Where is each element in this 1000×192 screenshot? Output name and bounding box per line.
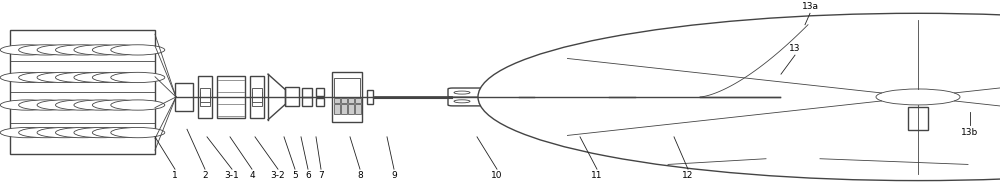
Circle shape — [454, 100, 470, 103]
Circle shape — [19, 45, 73, 55]
Circle shape — [74, 100, 128, 110]
Bar — [348, 98, 354, 103]
Circle shape — [111, 45, 165, 55]
Text: 12: 12 — [682, 171, 694, 180]
Bar — [367, 90, 373, 104]
Text: 9: 9 — [391, 171, 397, 180]
Text: 4: 4 — [249, 171, 255, 180]
Text: 8: 8 — [357, 171, 363, 180]
Bar — [316, 88, 324, 96]
Circle shape — [111, 100, 165, 110]
Circle shape — [74, 127, 128, 138]
Text: 3-2: 3-2 — [271, 171, 285, 180]
Text: 5: 5 — [292, 171, 298, 180]
Bar — [198, 76, 212, 118]
FancyBboxPatch shape — [448, 88, 523, 97]
Bar — [773, 54, 813, 59]
Circle shape — [92, 127, 146, 138]
Bar — [348, 104, 354, 114]
Circle shape — [0, 100, 54, 110]
Bar — [908, 107, 928, 130]
Circle shape — [0, 72, 54, 83]
Bar — [200, 92, 210, 106]
Circle shape — [56, 72, 110, 83]
Circle shape — [19, 100, 73, 110]
Circle shape — [56, 100, 110, 110]
Text: 3-1: 3-1 — [225, 171, 239, 180]
Circle shape — [478, 13, 1000, 181]
Bar — [250, 76, 264, 118]
Bar — [355, 104, 361, 114]
Bar — [778, 56, 808, 159]
Bar — [355, 98, 361, 103]
Bar — [200, 88, 210, 102]
FancyBboxPatch shape — [448, 97, 523, 106]
Bar — [316, 98, 324, 106]
Bar — [175, 83, 193, 111]
Circle shape — [501, 91, 517, 94]
Bar — [217, 76, 245, 118]
Circle shape — [876, 89, 960, 105]
Text: 13a: 13a — [802, 2, 818, 11]
Text: 11: 11 — [591, 171, 603, 180]
Text: 10: 10 — [491, 171, 503, 180]
Circle shape — [501, 100, 517, 103]
Circle shape — [19, 127, 73, 138]
Bar — [766, 148, 820, 159]
Bar — [334, 78, 360, 97]
Bar — [252, 92, 262, 106]
Bar — [334, 98, 340, 103]
Bar — [302, 88, 312, 97]
Bar — [10, 30, 155, 154]
Bar — [341, 104, 347, 114]
Circle shape — [0, 127, 54, 138]
Circle shape — [74, 45, 128, 55]
Circle shape — [37, 127, 91, 138]
Circle shape — [19, 72, 73, 83]
Text: 2: 2 — [202, 171, 208, 180]
Bar — [285, 87, 299, 106]
Bar — [534, 88, 609, 106]
Circle shape — [111, 127, 165, 138]
Circle shape — [0, 45, 54, 55]
Bar — [334, 104, 340, 114]
Bar — [341, 98, 347, 103]
Circle shape — [37, 72, 91, 83]
Bar — [789, 48, 797, 56]
Circle shape — [92, 100, 146, 110]
Bar — [302, 97, 312, 106]
Circle shape — [92, 45, 146, 55]
Circle shape — [37, 45, 91, 55]
Text: 6: 6 — [305, 171, 311, 180]
Circle shape — [111, 72, 165, 83]
Text: 1: 1 — [172, 171, 178, 180]
Bar — [332, 72, 362, 122]
Circle shape — [92, 72, 146, 83]
Text: 13: 13 — [789, 44, 801, 53]
Circle shape — [56, 127, 110, 138]
Bar — [635, 86, 700, 108]
Circle shape — [56, 45, 110, 55]
Circle shape — [37, 100, 91, 110]
Text: 13b: 13b — [961, 128, 979, 137]
Circle shape — [454, 91, 470, 94]
Text: 7: 7 — [318, 171, 324, 180]
Circle shape — [74, 72, 128, 83]
Bar — [252, 88, 262, 102]
